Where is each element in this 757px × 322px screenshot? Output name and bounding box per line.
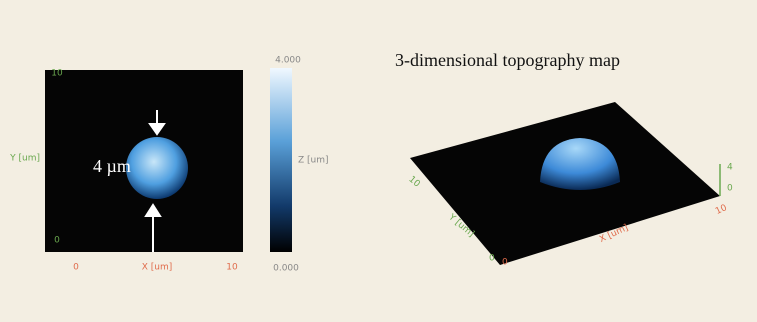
- surface-title: 3-dimensional topography map: [395, 50, 620, 70]
- particle: [126, 137, 188, 199]
- colorbar-min: 0.000: [273, 264, 299, 274]
- annotation: 4 µm: [93, 156, 131, 176]
- arrowhead: [144, 203, 162, 217]
- y-axis-label: Y [um]: [9, 154, 40, 164]
- colorbar-max: 4.000: [275, 56, 301, 66]
- z-tick-label: 4: [727, 163, 733, 173]
- y-tick-label: 0: [489, 254, 495, 264]
- y-tick-label: 0: [54, 236, 60, 246]
- colorbar-label: Z [um]: [298, 156, 329, 166]
- arrows: [144, 110, 166, 252]
- x-axis-label: X [um]: [142, 263, 173, 273]
- x-tick-label: 0: [502, 258, 508, 268]
- x-tick-label: 10: [714, 203, 729, 217]
- z-tick-label: 0: [727, 184, 733, 194]
- colorbar: [270, 68, 292, 252]
- surface-dome: [540, 138, 620, 190]
- y-tick-label: 10: [51, 69, 63, 79]
- x-tick-label: 10: [226, 263, 238, 273]
- x-tick-label: 0: [73, 263, 79, 273]
- arrowhead: [148, 123, 166, 136]
